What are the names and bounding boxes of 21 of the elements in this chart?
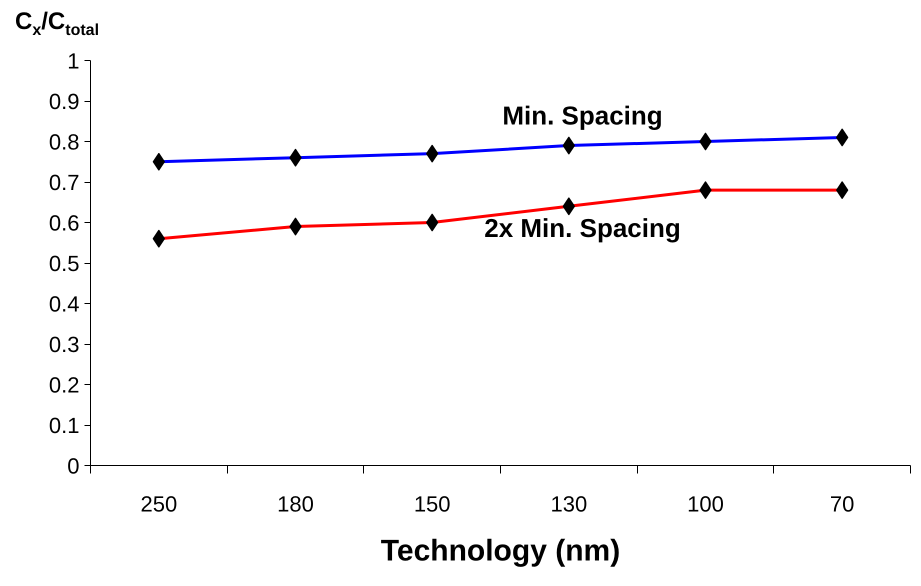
x-tick-label: 100 [687, 492, 724, 516]
y-tick-label: 0.3 [48, 332, 80, 357]
series-label: 2x Min. Spacing [484, 213, 681, 244]
y-axis-title: C$_{x}$/C$_{total}$ [15, 7, 100, 41]
y-tick-label: 0.6 [48, 210, 80, 236]
y-tick-label: 0.4 [48, 292, 80, 316]
x-tick-label: 130 [550, 492, 588, 516]
y-tick-label: 1 [67, 48, 80, 74]
y-tick-label: 0.7 [48, 170, 80, 195]
y-tick-label: 0.2 [48, 372, 80, 398]
x-tick-label: 150 [414, 492, 451, 516]
y-tick-label: 0.5 [48, 251, 80, 276]
y-tick-label: 0.1 [48, 413, 80, 438]
x-tick-label: 180 [277, 492, 314, 516]
y-tick-label: 0.9 [48, 89, 80, 114]
x-axis-title: Technology (nm) [380, 534, 620, 568]
x-tick-label: 70 [830, 492, 854, 516]
y-tick-label: 0.8 [48, 130, 80, 154]
x-tick-label: 250 [140, 492, 178, 516]
series-label: Min. Spacing [502, 100, 663, 131]
y-tick-label: 0 [67, 454, 80, 478]
